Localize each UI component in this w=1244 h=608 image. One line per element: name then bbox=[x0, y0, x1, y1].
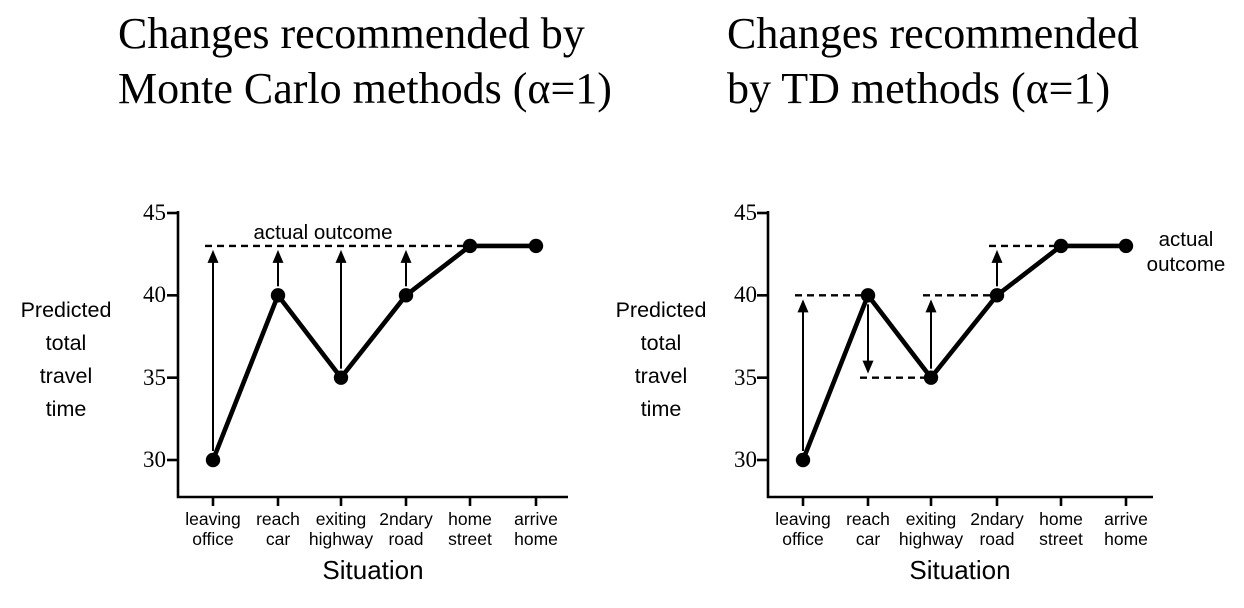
data-point bbox=[1118, 238, 1134, 254]
data-point bbox=[398, 288, 414, 303]
data-point bbox=[989, 288, 1005, 303]
data-point bbox=[462, 238, 478, 254]
x-tick-label: exiting highway bbox=[898, 509, 964, 549]
x-tick-label: 2ndary road bbox=[379, 509, 433, 549]
x-tick-label: leaving office bbox=[185, 509, 241, 549]
right-chart-title: Changes recommended by TD methods (α=1) bbox=[727, 9, 1139, 113]
change-arrow-head bbox=[862, 360, 874, 374]
y-tick-label: 35 bbox=[734, 364, 757, 390]
y-tick-label: 30 bbox=[143, 447, 166, 472]
right-y-axis-label: Predicted total travel time bbox=[615, 298, 707, 421]
left-x-axis-title: Situation bbox=[322, 555, 424, 585]
x-tick-label: 2ndary road bbox=[970, 509, 1024, 549]
right-x-axis-title: Situation bbox=[909, 555, 1011, 585]
left-actual-outcome-label: actual outcome bbox=[253, 221, 393, 244]
change-arrow-head bbox=[797, 299, 809, 313]
y-tick-label: 45 bbox=[143, 200, 166, 225]
y-tick-label: 40 bbox=[143, 282, 166, 308]
y-tick-label: 45 bbox=[734, 200, 757, 225]
right-actual-outcome-label: actual outcome bbox=[1146, 228, 1226, 276]
y-tick-label: 35 bbox=[143, 364, 166, 390]
change-arrow-head bbox=[925, 299, 937, 313]
x-tick-label: home street bbox=[1039, 509, 1083, 549]
data-point bbox=[333, 370, 349, 385]
x-tick-label: exiting highway bbox=[308, 509, 374, 549]
axes bbox=[766, 211, 1153, 499]
axes bbox=[176, 211, 568, 499]
x-tick-label: home street bbox=[448, 509, 492, 549]
x-tick-label: arrive home bbox=[1104, 509, 1148, 549]
change-arrow-head bbox=[400, 249, 412, 263]
data-point bbox=[270, 288, 286, 303]
left-chart-title: Changes recommended by Monte Carlo metho… bbox=[118, 9, 612, 113]
data-point bbox=[1053, 238, 1069, 254]
x-tick-label: arrive home bbox=[514, 509, 558, 549]
change-arrow-head bbox=[335, 249, 347, 263]
data-point bbox=[860, 288, 876, 303]
left-y-axis-label: Predicted total travel time bbox=[20, 298, 112, 421]
x-tick-label: reach car bbox=[846, 509, 890, 549]
predicted-time-line bbox=[210, 243, 536, 461]
data-point bbox=[528, 238, 544, 254]
x-tick-label: reach car bbox=[256, 509, 300, 549]
data-point bbox=[923, 370, 939, 385]
change-arrow-head bbox=[991, 249, 1003, 263]
predicted-time-line bbox=[800, 243, 1126, 461]
change-arrow-head bbox=[272, 249, 284, 263]
y-tick-label: 40 bbox=[734, 282, 757, 308]
y-tick-label: 30 bbox=[734, 447, 757, 472]
data-point bbox=[205, 452, 221, 468]
change-arrow-head bbox=[207, 249, 219, 263]
data-point bbox=[795, 452, 811, 468]
x-tick-label: leaving office bbox=[775, 509, 831, 549]
